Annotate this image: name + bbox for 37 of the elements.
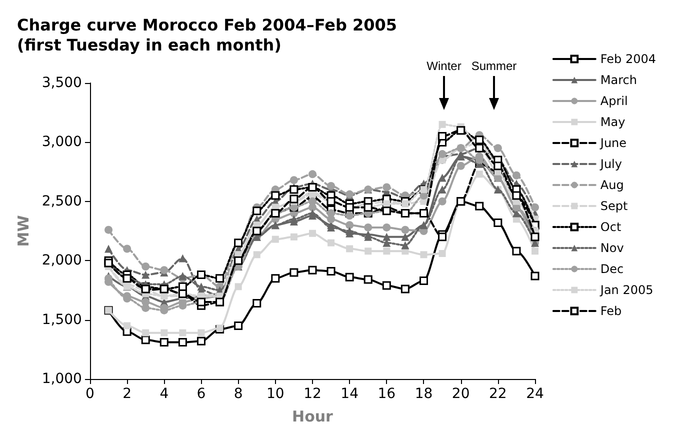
- legend-label: Sept: [600, 199, 628, 213]
- legend-label: Oct: [600, 220, 622, 234]
- x-tick-label: 18: [414, 386, 433, 402]
- legend-label: Nov: [600, 241, 624, 255]
- x-tick-label: 22: [489, 386, 507, 402]
- x-tick-label: 0: [86, 386, 94, 402]
- legend-label: Feb: [600, 304, 622, 318]
- x-axis-title: Hour: [292, 408, 334, 426]
- legend-label: July: [599, 157, 622, 171]
- legend-label: June: [599, 136, 627, 150]
- text: Winter: [426, 59, 462, 73]
- y-axis-title: MW: [14, 214, 32, 247]
- x-tick-label: 24: [526, 386, 544, 402]
- legend-label: Jan 2005: [599, 283, 654, 297]
- x-tick-label: 6: [196, 386, 206, 402]
- y-tick-label: 2,000: [42, 252, 82, 269]
- legend-label: Feb 2004: [600, 52, 656, 66]
- legend-label: Dec: [600, 262, 624, 276]
- x-tick-label: 2: [122, 386, 132, 402]
- text: Summer: [471, 59, 517, 73]
- y-tick-label: 2,500: [42, 193, 82, 210]
- x-tick-label: 8: [234, 386, 243, 402]
- x-tick-label: 20: [452, 386, 470, 402]
- legend-label: May: [600, 115, 626, 129]
- legend-label: Aug: [600, 178, 624, 192]
- chart-title: Charge curve Morocco Feb 2004–Feb 2005 (first Tuesday in each month): [17, 16, 398, 54]
- y-tick-label: 1,500: [42, 312, 82, 328]
- legend-label: March: [600, 73, 637, 87]
- legend-label: April: [600, 94, 628, 108]
- x-tick-label: 16: [378, 386, 396, 402]
- x-tick-label: 14: [340, 386, 359, 402]
- x-tick-label: 12: [304, 386, 322, 402]
- y-tick-label: 3,500: [42, 75, 82, 91]
- x-tick-label: 10: [266, 386, 284, 402]
- y-tick-label: 3,000: [42, 134, 82, 150]
- y-tick-label: 1,000: [42, 371, 82, 387]
- x-tick-label: 4: [160, 386, 169, 402]
